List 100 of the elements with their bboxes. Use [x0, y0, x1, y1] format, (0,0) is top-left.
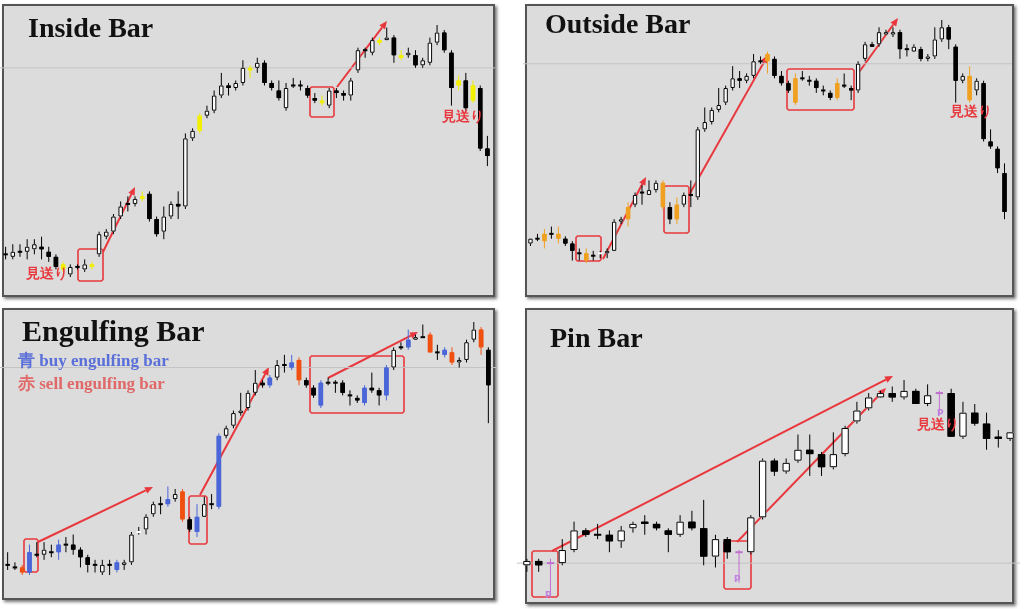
candlestick	[90, 261, 95, 270]
candlestick	[143, 513, 148, 535]
candlestick	[284, 82, 289, 112]
candlestick	[611, 218, 616, 252]
candlestick	[277, 79, 282, 102]
candlestick	[392, 34, 397, 64]
candlestick	[348, 77, 354, 102]
candlestick	[442, 29, 447, 54]
candlestick	[165, 485, 170, 507]
candlestick	[248, 64, 253, 79]
candlestick	[946, 24, 951, 50]
candlestick	[449, 49, 455, 107]
candlestick	[695, 126, 700, 201]
candlestick	[111, 213, 117, 235]
candlestick	[356, 47, 361, 74]
candlestick	[764, 51, 770, 74]
candlestick	[320, 95, 325, 107]
candlestick	[212, 90, 217, 114]
candlestick	[216, 432, 221, 510]
candlestick	[428, 37, 433, 66]
candlestick	[712, 534, 720, 568]
candlestick	[660, 179, 665, 211]
annotation: 赤 sell engulfing bar	[18, 374, 165, 393]
annotation: 見送り	[26, 265, 68, 281]
candlestick	[862, 41, 867, 62]
candlestick	[750, 53, 756, 79]
candlestick	[238, 392, 243, 416]
candlestick	[361, 384, 367, 406]
candlestick	[924, 383, 932, 407]
candlestick	[617, 525, 626, 549]
candlestick	[399, 49, 404, 61]
candlestick	[201, 495, 207, 517]
candlestick	[834, 77, 839, 101]
candlestick	[971, 403, 979, 427]
chart-title: Pin Bar	[550, 322, 643, 353]
candlestick	[939, 19, 944, 43]
candlestick	[391, 346, 396, 371]
candlestick	[987, 128, 993, 150]
candlestick	[471, 79, 476, 104]
candlestick	[523, 558, 531, 573]
candlestick	[606, 529, 614, 553]
candlestick	[724, 536, 732, 560]
candlestick	[855, 60, 860, 94]
candlestick	[478, 326, 484, 356]
candlestick	[618, 216, 623, 225]
candlestick	[485, 135, 491, 167]
candlestick	[890, 26, 895, 38]
candlestick	[830, 431, 838, 470]
candlestick	[179, 488, 185, 523]
candlestick	[932, 26, 937, 60]
candlestick	[646, 179, 651, 196]
annotation: 青 buy engulfing bar	[18, 351, 169, 370]
candlestick	[147, 190, 153, 223]
candlestick	[994, 145, 1000, 174]
candlestick	[702, 106, 707, 133]
candlestick	[653, 179, 658, 194]
candlestick	[641, 514, 649, 536]
candlestick	[665, 527, 673, 553]
candlestick	[318, 379, 323, 409]
candlestick	[252, 369, 258, 396]
candlestick	[327, 87, 332, 109]
candlestick	[983, 412, 991, 451]
candlestick	[676, 514, 685, 538]
candlestick	[427, 331, 433, 353]
candlestick	[876, 26, 881, 48]
candlestick	[959, 401, 968, 440]
candlestick	[376, 386, 382, 406]
candlestick	[897, 29, 902, 60]
candlestick	[629, 521, 638, 534]
candlestick	[267, 374, 272, 388]
candlestick	[56, 538, 61, 561]
candlestick	[771, 55, 777, 79]
candlestick	[194, 503, 199, 538]
candlestick	[953, 43, 958, 104]
candlestick	[219, 72, 224, 99]
candlestick	[667, 201, 672, 225]
candlestick	[369, 371, 374, 394]
candlestick	[205, 105, 210, 119]
candlestick	[541, 228, 547, 249]
candlestick	[853, 401, 861, 425]
candlestick	[70, 533, 76, 555]
candlestick	[471, 321, 476, 343]
candlestick	[625, 201, 630, 228]
candlestick	[559, 538, 567, 566]
candlestick	[674, 196, 679, 225]
chart-title: Outside Bar	[545, 8, 691, 39]
candlestick	[176, 190, 181, 220]
candlestick	[183, 132, 189, 210]
candlestick	[383, 364, 389, 401]
chart-title: Inside Bar	[28, 12, 154, 43]
annotation: P	[734, 574, 741, 584]
candlestick	[806, 434, 814, 477]
candlestick	[569, 240, 574, 262]
candlestick	[1001, 162, 1007, 220]
candlestick	[794, 434, 803, 464]
candlestick	[77, 546, 83, 568]
candlestick	[900, 379, 909, 401]
candlestick	[274, 359, 280, 381]
candlestick	[716, 87, 721, 113]
chart-title: Engulfing Bar	[22, 314, 205, 347]
